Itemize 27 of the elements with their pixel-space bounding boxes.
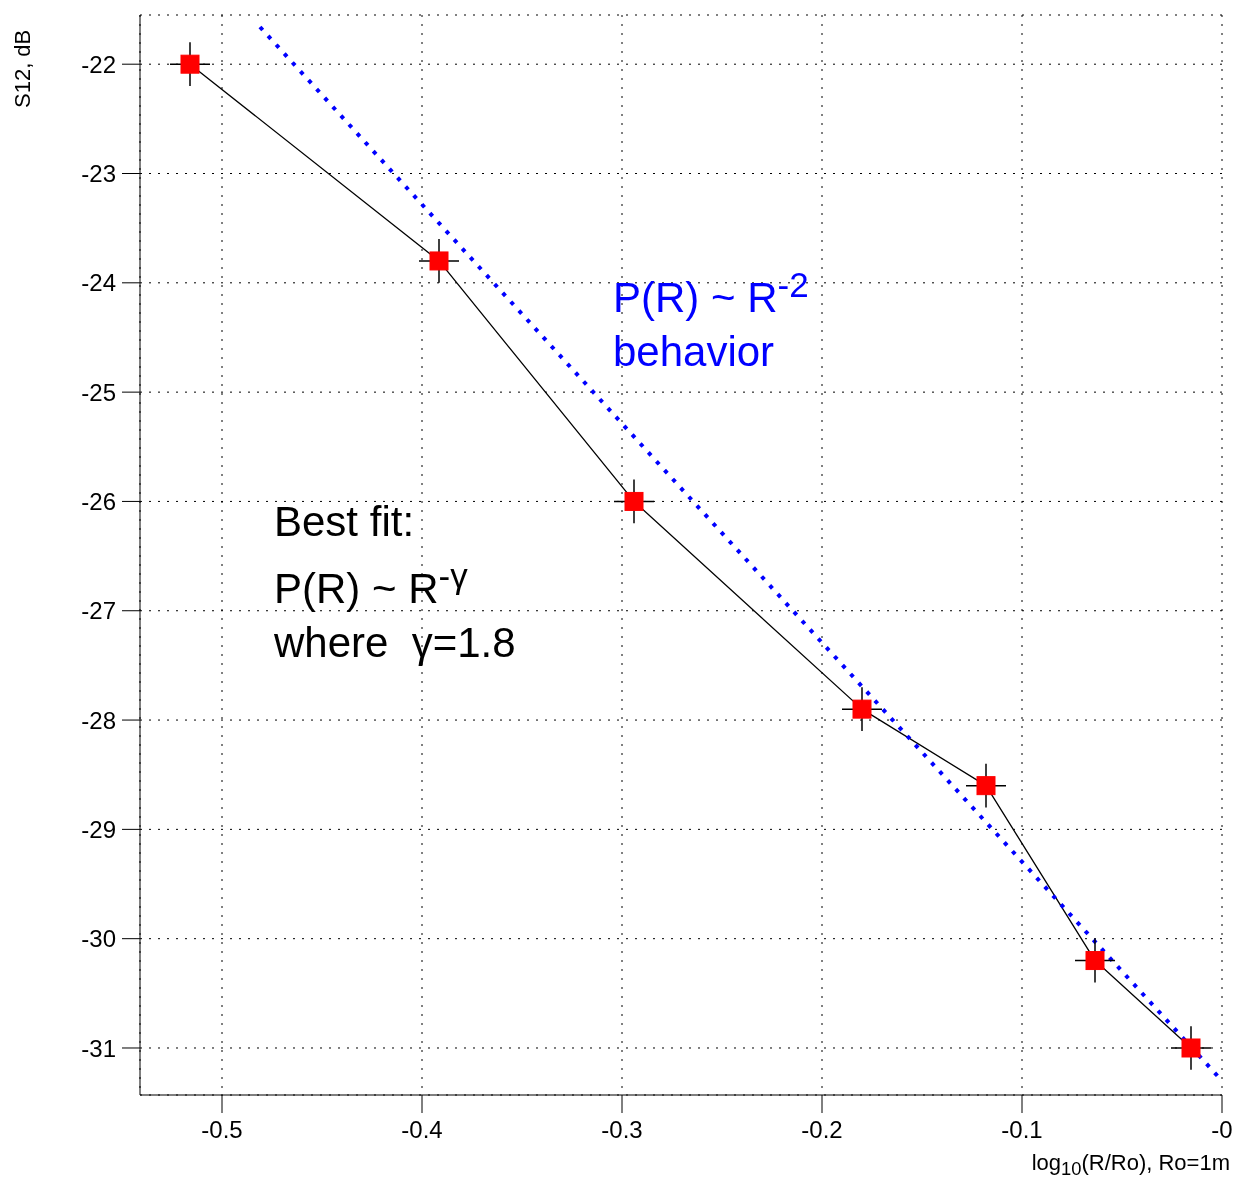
y-tick-label: -27 bbox=[81, 597, 116, 625]
y-tick-label: -30 bbox=[81, 925, 116, 953]
point bbox=[1085, 951, 1105, 971]
y-tick-label: -28 bbox=[81, 706, 116, 734]
x-axis-title: log$_{10}$(R/Ro), Ro=1m bbox=[1031, 1150, 1230, 1179]
point bbox=[180, 54, 200, 74]
y-tick-label: -24 bbox=[81, 269, 116, 297]
y-tick-label: -23 bbox=[81, 160, 116, 188]
point bbox=[976, 776, 996, 796]
x-tick-label: -0.1 bbox=[1001, 1116, 1043, 1144]
y-tick-label: -26 bbox=[81, 487, 116, 515]
y-tick-label: -22 bbox=[81, 50, 116, 78]
annotation: Best fit: P(R) ~ R$^{-γ}$ where γ=1.8 bbox=[274, 497, 516, 668]
y-tick-label: -25 bbox=[81, 378, 116, 406]
point bbox=[429, 251, 449, 271]
point bbox=[624, 491, 644, 511]
y-tick-label: -29 bbox=[81, 815, 116, 843]
y-axis-title: S12, dB bbox=[10, 29, 36, 108]
x-tick-label: -0.3 bbox=[601, 1116, 643, 1144]
x-tick-label: -0.5 bbox=[201, 1116, 243, 1144]
point bbox=[1181, 1038, 1201, 1058]
x-tick-label: -0.2 bbox=[801, 1116, 843, 1144]
annotation: P(R) ~ R$^{-2}$ behavior bbox=[613, 264, 809, 377]
point bbox=[852, 699, 872, 719]
x-tick-label: -0.4 bbox=[401, 1116, 443, 1144]
x-tick-label: -0 bbox=[1211, 1116, 1233, 1144]
y-tick-label: -31 bbox=[81, 1034, 116, 1062]
